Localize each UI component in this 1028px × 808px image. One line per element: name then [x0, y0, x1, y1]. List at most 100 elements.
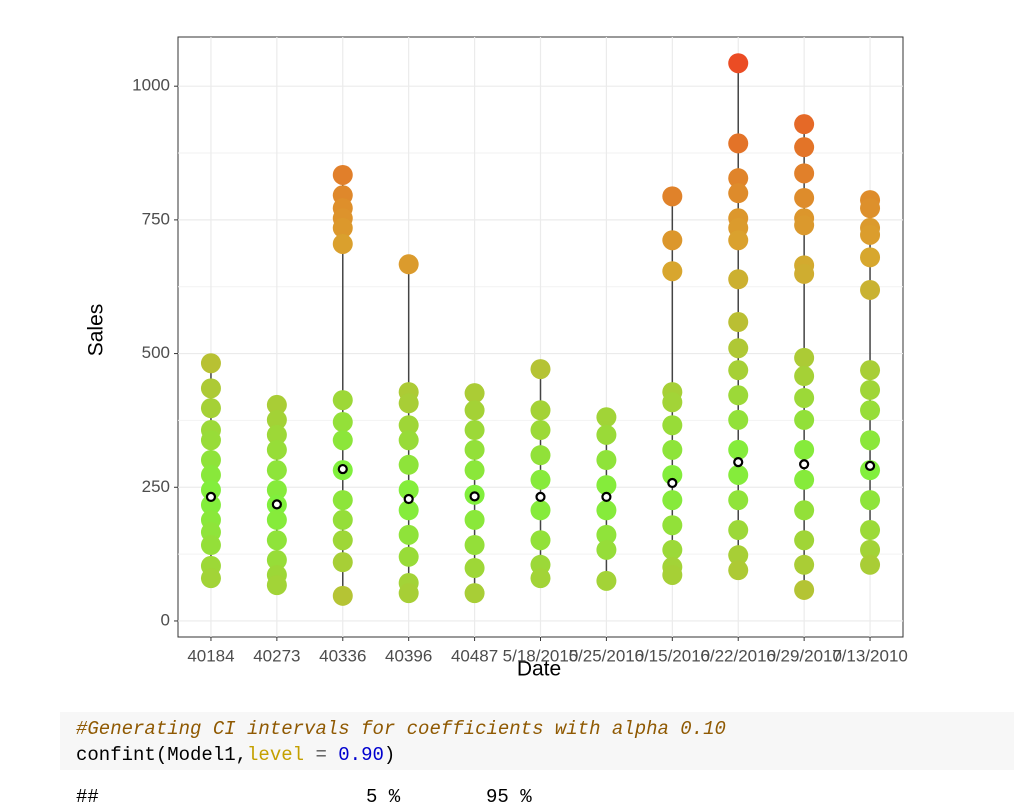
- x-tick-label: 7/13/2010: [832, 646, 908, 665]
- point: [794, 187, 815, 208]
- point: [794, 409, 815, 430]
- output-text: ##: [76, 786, 99, 808]
- point: [200, 449, 221, 470]
- point: [728, 439, 749, 460]
- point: [530, 400, 551, 421]
- point: [332, 164, 353, 185]
- point: [332, 585, 353, 606]
- y-tick-label: 1000: [132, 76, 170, 95]
- point: [728, 230, 749, 251]
- point: [332, 509, 353, 530]
- point: [794, 554, 815, 575]
- point: [266, 460, 287, 481]
- point: [728, 133, 749, 154]
- point: [530, 359, 551, 380]
- point: [332, 412, 353, 433]
- point: [860, 198, 881, 219]
- point: [332, 390, 353, 411]
- point: [398, 415, 419, 436]
- mean-marker: [205, 491, 217, 502]
- point: [266, 575, 287, 596]
- point: [200, 479, 221, 500]
- y-tick-label: 0: [161, 610, 170, 629]
- point: [728, 385, 749, 406]
- x-tick-label: 40273: [253, 646, 300, 665]
- point: [662, 539, 683, 560]
- point: [728, 409, 749, 430]
- point: [200, 494, 221, 515]
- mean-marker: [601, 491, 612, 502]
- point: [398, 430, 419, 451]
- mean-marker: [733, 457, 744, 468]
- point: [662, 415, 683, 436]
- point: [860, 360, 881, 381]
- x-tick-label: 6/22/2010: [700, 646, 776, 665]
- point: [794, 439, 815, 460]
- point: [332, 217, 353, 238]
- point: [794, 347, 815, 368]
- point: [464, 439, 485, 460]
- point: [794, 137, 815, 158]
- point: [794, 215, 815, 236]
- point: [596, 475, 617, 496]
- y-axis-title: Sales: [85, 304, 108, 357]
- point: [860, 554, 881, 575]
- x-tick-label: 40487: [451, 646, 498, 665]
- point: [794, 114, 815, 135]
- point: [596, 407, 617, 428]
- point: [662, 515, 683, 536]
- point: [398, 254, 419, 275]
- point: [200, 430, 221, 451]
- point: [860, 247, 881, 268]
- mean-marker: [535, 491, 546, 502]
- point: [266, 479, 287, 500]
- point: [728, 269, 749, 290]
- point: [200, 464, 221, 485]
- point: [860, 430, 881, 451]
- output-text: 5 %: [366, 786, 401, 808]
- point: [728, 360, 749, 381]
- x-tick-label: 40396: [385, 646, 432, 665]
- point: [728, 338, 749, 359]
- point: [200, 535, 221, 556]
- point: [596, 524, 617, 545]
- point: [662, 564, 683, 585]
- point: [332, 430, 353, 451]
- point: [266, 439, 287, 460]
- point: [860, 539, 881, 560]
- output-text: 95 %: [486, 786, 532, 808]
- point: [398, 583, 419, 604]
- point: [662, 439, 683, 460]
- point: [200, 568, 221, 589]
- point: [860, 400, 881, 421]
- code-comment: #Generating CI intervals for coefficient…: [76, 718, 726, 740]
- x-tick-label: 40184: [187, 646, 234, 665]
- point: [728, 490, 749, 511]
- point: [266, 409, 287, 430]
- point: [728, 545, 749, 566]
- x-tick-label: 6/29/2010: [766, 646, 842, 665]
- point: [530, 469, 551, 490]
- point: [596, 449, 617, 470]
- point: [266, 509, 287, 530]
- mean-marker: [667, 477, 678, 489]
- point: [398, 500, 419, 521]
- point: [794, 163, 815, 184]
- point: [530, 445, 551, 466]
- x-tick-label: 5/25/2010: [569, 646, 645, 665]
- point: [728, 560, 749, 581]
- point: [398, 546, 419, 567]
- x-axis-title: Date: [517, 658, 561, 681]
- point: [530, 420, 551, 441]
- code-token: =: [304, 744, 339, 766]
- mean-marker: [403, 493, 414, 505]
- point: [530, 500, 551, 521]
- point: [398, 454, 419, 475]
- point: [794, 263, 815, 284]
- x-tick-label: 40336: [319, 646, 366, 665]
- point: [464, 420, 485, 441]
- point: [794, 387, 815, 408]
- point: [200, 398, 221, 419]
- point: [794, 500, 815, 521]
